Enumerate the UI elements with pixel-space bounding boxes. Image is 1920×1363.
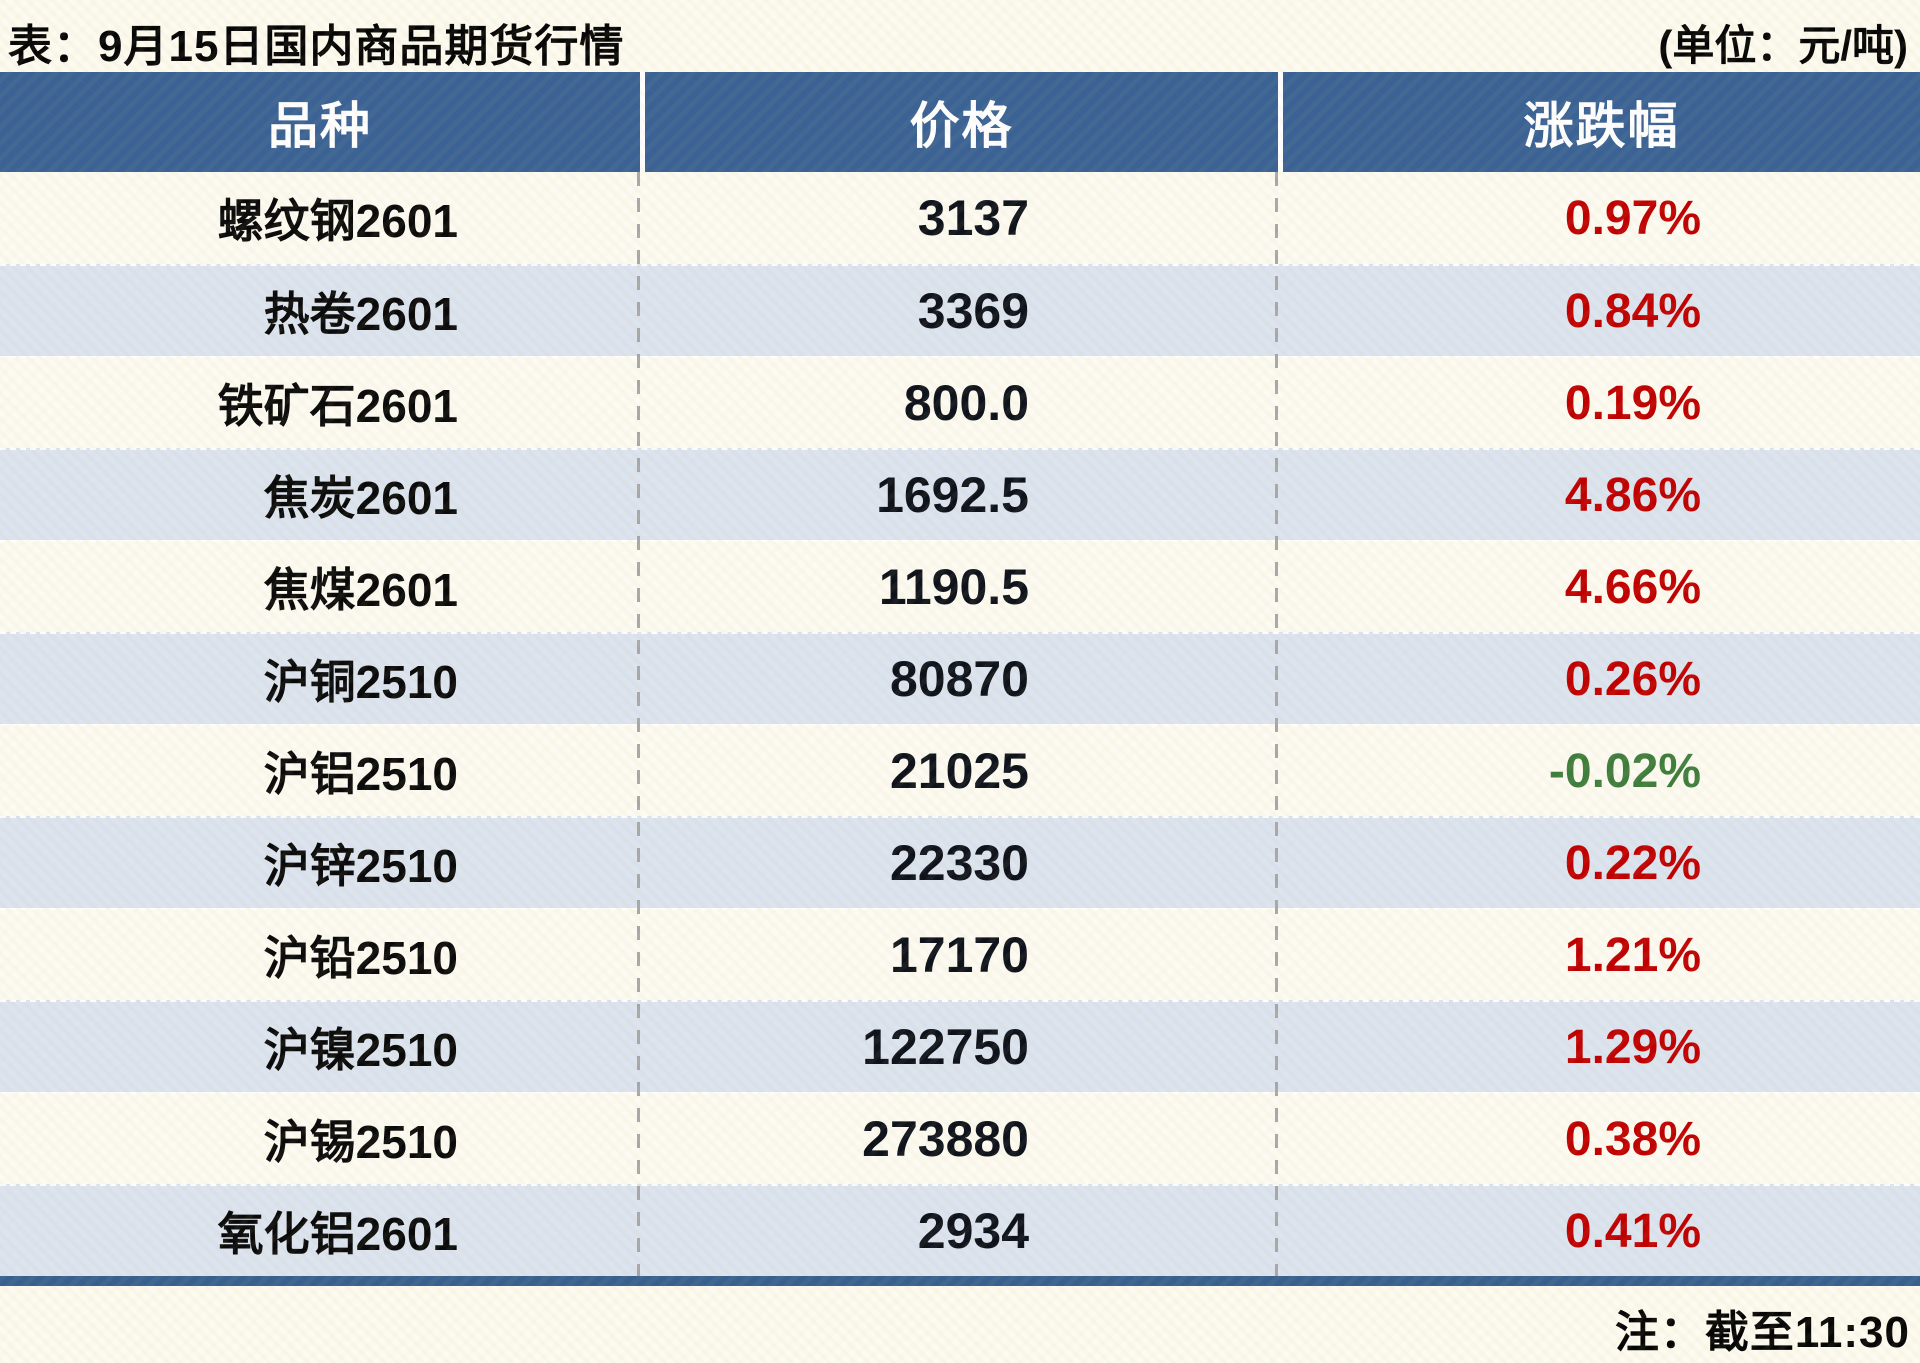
cell-name: 焦煤2601 — [263, 564, 458, 616]
page-title: 表：9月15日国内商品期货行情 — [8, 22, 625, 71]
cell-name: 沪锌2510 — [263, 840, 458, 892]
cell-name: 焦炭2601 — [263, 472, 458, 524]
title-bar: 表：9月15日国内商品期货行情 (单位：元/吨) — [0, 0, 1920, 72]
cell-name: 氧化铝2601 — [217, 1208, 458, 1260]
cell-name: 沪铅2510 — [263, 932, 458, 984]
table-row: 焦炭2601 1692.5 4.86% — [0, 448, 1920, 540]
column-divider-1 — [637, 172, 640, 1276]
column-divider-2 — [1275, 172, 1278, 1276]
table-body: 螺纹钢2601 3137 0.97% 热卷2601 3369 0.84% 铁矿石… — [0, 172, 1920, 1276]
cell-name: 沪铝2510 — [263, 748, 458, 800]
table-row: 沪铜2510 80870 0.26% — [0, 632, 1920, 724]
cell-change: 0.41% — [1564, 1204, 1701, 1258]
cell-price: 3137 — [917, 190, 1029, 246]
footnote: 注：截至11:30 — [1614, 1308, 1910, 1357]
cell-name: 沪铜2510 — [263, 656, 458, 708]
cell-price: 1692.5 — [876, 467, 1029, 523]
table-row: 焦煤2601 1190.5 4.66% — [0, 540, 1920, 632]
cell-change: 0.22% — [1564, 836, 1701, 890]
table-row: 铁矿石2601 800.0 0.19% — [0, 356, 1920, 448]
cell-price: 800.0 — [903, 375, 1029, 431]
table-row: 氧化铝2601 2934 0.41% — [0, 1184, 1920, 1276]
column-header-change: 涨跌幅 — [1278, 72, 1920, 172]
table-row: 沪铅2510 17170 1.21% — [0, 908, 1920, 1000]
cell-price: 2934 — [917, 1203, 1029, 1259]
table-row: 沪锡2510 273880 0.38% — [0, 1092, 1920, 1184]
cell-change: 0.19% — [1564, 376, 1701, 430]
unit-label: (单位：元/吨) — [1658, 22, 1908, 69]
cell-price: 17170 — [889, 927, 1029, 983]
cell-name: 沪镍2510 — [263, 1024, 458, 1076]
table-row: 沪锌2510 22330 0.22% — [0, 816, 1920, 908]
table-row: 螺纹钢2601 3137 0.97% — [0, 172, 1920, 264]
cell-change: 0.97% — [1564, 191, 1701, 245]
cell-change: 0.38% — [1564, 1112, 1701, 1166]
cell-change: -0.02% — [1548, 744, 1701, 798]
cell-price: 80870 — [889, 651, 1029, 707]
table-row: 沪铝2510 21025 -0.02% — [0, 724, 1920, 816]
cell-name: 铁矿石2601 — [217, 380, 458, 432]
table-row: 热卷2601 3369 0.84% — [0, 264, 1920, 356]
cell-change: 4.66% — [1564, 560, 1701, 614]
column-header-price: 价格 — [640, 72, 1278, 172]
table-header-row: 品种 价格 涨跌幅 — [0, 72, 1920, 172]
cell-price: 21025 — [889, 743, 1029, 799]
cell-price: 3369 — [917, 283, 1029, 339]
cell-change: 0.26% — [1564, 652, 1701, 706]
column-header-variety: 品种 — [268, 98, 372, 154]
cell-price: 1190.5 — [878, 559, 1029, 615]
table-row: 沪镍2510 122750 1.29% — [0, 1000, 1920, 1092]
cell-price: 22330 — [889, 835, 1029, 891]
cell-change: 4.86% — [1564, 468, 1701, 522]
table-bottom-border — [0, 1276, 1920, 1286]
cell-price: 122750 — [862, 1019, 1029, 1075]
cell-name: 螺纹钢2601 — [217, 195, 458, 247]
cell-name: 沪锡2510 — [263, 1116, 458, 1168]
cell-name: 热卷2601 — [263, 288, 458, 340]
cell-change: 0.84% — [1564, 284, 1701, 338]
cell-change: 1.21% — [1564, 928, 1701, 982]
cell-change: 1.29% — [1564, 1020, 1701, 1074]
cell-price: 273880 — [862, 1111, 1029, 1167]
